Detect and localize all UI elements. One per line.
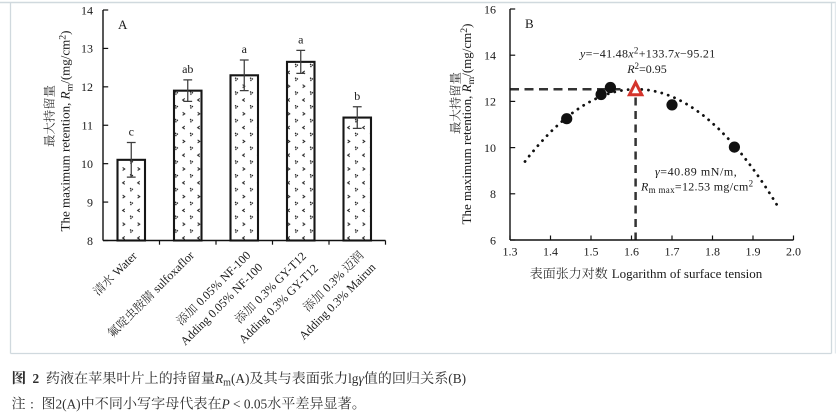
svg-text:Rm max=12.53 mg/cm2: Rm max=12.53 mg/cm2	[640, 179, 753, 196]
svg-text:R: R	[214, 371, 223, 386]
svg-text:B: B	[525, 16, 534, 31]
svg-text:1.7: 1.7	[665, 245, 680, 259]
svg-text:1.5: 1.5	[584, 245, 599, 259]
svg-text:10: 10	[484, 141, 496, 155]
svg-text:R2=0.95: R2=0.95	[626, 61, 667, 76]
svg-text:(A): (A)	[231, 371, 249, 386]
svg-text:y=−41.48x2+133.7x−95.21: y=−41.48x2+133.7x−95.21	[579, 46, 716, 61]
svg-text:γ=40.89 mN/m,: γ=40.89 mN/m,	[655, 165, 737, 179]
svg-text:a: a	[298, 32, 304, 46]
svg-text:2(A): 2(A)	[56, 396, 81, 411]
svg-text:1.8: 1.8	[705, 245, 720, 259]
svg-text:γ: γ	[358, 371, 364, 386]
svg-text:12: 12	[484, 95, 496, 109]
svg-text:a: a	[242, 42, 248, 56]
svg-text:8: 8	[490, 187, 496, 201]
svg-text:11: 11	[81, 119, 93, 133]
svg-text:9: 9	[87, 195, 93, 209]
svg-text:A: A	[118, 17, 128, 32]
svg-text:1.3: 1.3	[503, 245, 518, 259]
svg-text:b: b	[354, 89, 360, 103]
svg-text:c: c	[129, 125, 134, 139]
svg-text:1.9: 1.9	[746, 245, 761, 259]
svg-text::: :	[30, 396, 34, 411]
svg-text:< 0.05: < 0.05	[230, 396, 268, 411]
svg-text:2.0: 2.0	[786, 245, 801, 259]
svg-text:The maximum retention, Rm/(mg/: The maximum retention, Rm/(mg/cm2)	[459, 23, 477, 224]
svg-text:10: 10	[81, 157, 93, 171]
svg-text:12: 12	[81, 80, 93, 94]
svg-text:(B): (B)	[448, 371, 466, 386]
svg-text:13: 13	[81, 42, 93, 56]
svg-text:m: m	[223, 378, 231, 389]
svg-text:The maximum retention, Rm/(mg/: The maximum retention, Rm/(mg/cm2)	[57, 30, 75, 231]
svg-text:16: 16	[484, 2, 496, 16]
svg-text:1.4: 1.4	[543, 245, 558, 259]
svg-text:lg: lg	[348, 371, 359, 386]
svg-text:6: 6	[490, 233, 496, 247]
svg-text:ab: ab	[182, 62, 193, 76]
svg-text:P: P	[221, 396, 230, 411]
svg-text:14: 14	[484, 49, 496, 63]
svg-text:Logarithm of surface tension: Logarithm of surface tension	[612, 266, 763, 281]
svg-text:14: 14	[81, 3, 93, 17]
svg-text:2: 2	[33, 371, 40, 386]
svg-text:1.6: 1.6	[624, 245, 639, 259]
svg-text:8: 8	[87, 234, 93, 248]
